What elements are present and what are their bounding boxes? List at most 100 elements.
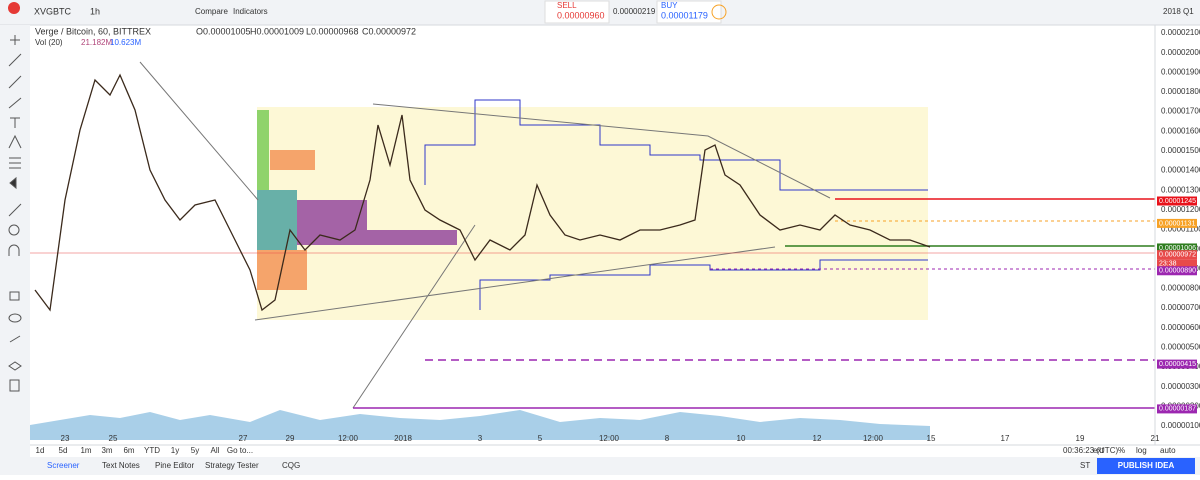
- price-label: 0.00000600: [1161, 323, 1200, 332]
- time-label: 12:00: [863, 434, 884, 443]
- legend-open: O0.00001005: [196, 26, 251, 36]
- range-button[interactable]: 1y: [171, 446, 179, 455]
- volume-name: Vol (20): [35, 38, 63, 47]
- price-label: 0.00001200: [1161, 205, 1200, 214]
- range-button[interactable]: 5y: [191, 446, 199, 455]
- axis-option[interactable]: %: [1118, 446, 1125, 455]
- volume-area: [30, 410, 930, 440]
- volume-average: 10.623M: [110, 38, 141, 47]
- price-tag-label: 0.00001006: [1159, 245, 1196, 252]
- time-label: 15: [927, 434, 936, 443]
- bottom-tab[interactable]: Pine Editor: [155, 461, 194, 470]
- time-label: 29: [286, 434, 295, 443]
- time-label: 23: [61, 434, 70, 443]
- bottom-tab[interactable]: Text Notes: [102, 461, 140, 470]
- time-label: 12:00: [599, 434, 620, 443]
- range-button[interactable]: All: [211, 446, 220, 455]
- price-label: 0.00000700: [1161, 303, 1200, 312]
- time-label: 8: [665, 434, 670, 443]
- axis-option[interactable]: log: [1136, 446, 1147, 455]
- price-tag: [1157, 196, 1197, 206]
- price-tag: [1157, 359, 1197, 369]
- price-tag-label: 0.00000890: [1159, 268, 1196, 275]
- spread: 0.00000219: [613, 7, 656, 16]
- bottom-tab[interactable]: Screener: [47, 461, 80, 470]
- period[interactable]: 2018 Q1: [1163, 7, 1194, 16]
- time-label: 27: [239, 434, 248, 443]
- user[interactable]: ST: [1080, 461, 1090, 470]
- buy-label[interactable]: BUY: [661, 1, 678, 10]
- price-label: 0.00001900: [1161, 67, 1200, 76]
- bottom-bar: [0, 457, 1200, 475]
- price-tag: [1157, 250, 1197, 260]
- price-tag-label: 23:38: [1159, 260, 1177, 267]
- price-label: 0.00000100: [1161, 421, 1200, 430]
- price-tag: [1157, 259, 1197, 269]
- legend-high: H0.00001009: [250, 26, 304, 36]
- volume-profile-zone: [257, 107, 928, 320]
- range-button[interactable]: 1m: [80, 446, 91, 455]
- legend-close: C0.00000972: [362, 26, 416, 36]
- time-label: 17: [1001, 434, 1010, 443]
- time-label: 5: [538, 434, 543, 443]
- price-tag: [1157, 404, 1197, 414]
- price-label: 0.00001600: [1161, 126, 1200, 135]
- sell-label[interactable]: SELL: [557, 1, 577, 10]
- price-label: 0.00001100: [1161, 225, 1200, 234]
- time-label: 21: [1151, 434, 1160, 443]
- left-toolbar: [0, 25, 30, 457]
- volume-value: 21.182M: [81, 38, 112, 47]
- time-label: 25: [109, 434, 118, 443]
- price-label: 0.00000500: [1161, 343, 1200, 352]
- volume-profile: [257, 110, 457, 290]
- indicators-button[interactable]: Indicators: [233, 7, 268, 16]
- price-tag-label: 0.00001245: [1159, 198, 1196, 205]
- legend-low: L0.00000968: [306, 26, 359, 36]
- price-tag-label: 0.00001131: [1159, 220, 1196, 227]
- axis-option[interactable]: auto: [1160, 446, 1176, 455]
- time-label: 10: [737, 434, 746, 443]
- drawing-tools[interactable]: [8, 35, 22, 392]
- price-label: 0.00000300: [1161, 382, 1200, 391]
- interval[interactable]: 1h: [90, 6, 100, 16]
- price-label: 0.00001500: [1161, 146, 1200, 155]
- price-tag: [1157, 243, 1197, 253]
- price-label: 0.00001300: [1161, 185, 1200, 194]
- price-path: [34, 73, 931, 312]
- price-label: 0.00002000: [1161, 48, 1200, 57]
- symbol[interactable]: XVGBTC: [34, 6, 72, 16]
- bottom-tab[interactable]: Strategy Tester: [205, 461, 259, 470]
- sell-price[interactable]: 0.00000960: [557, 10, 605, 20]
- range-button[interactable]: 1d: [36, 446, 45, 455]
- publish-button[interactable]: [1097, 458, 1195, 474]
- time-label: 19: [1076, 434, 1085, 443]
- range-button[interactable]: 6m: [123, 446, 134, 455]
- compare-button[interactable]: Compare: [195, 7, 228, 16]
- clock: 00:36:23 (UTC): [1063, 446, 1118, 455]
- buy-price[interactable]: 0.00001179: [661, 10, 708, 20]
- range-button[interactable]: Go to...: [227, 446, 253, 455]
- time-label: 3: [478, 434, 483, 443]
- range-button[interactable]: 5d: [59, 446, 68, 455]
- price-tag-label: 0.00000972: [1159, 251, 1196, 258]
- bottom-tab[interactable]: CQG: [282, 461, 300, 470]
- price-tag-label: 0.00000187: [1159, 406, 1196, 413]
- publish-label[interactable]: PUBLISH IDEA: [1118, 461, 1175, 470]
- price-tag: [1157, 218, 1197, 228]
- price-tag-label: 0.00000415: [1159, 361, 1196, 368]
- price-label: 0.00001700: [1161, 107, 1200, 116]
- time-label: 12: [813, 434, 822, 443]
- axis-option[interactable]: ext: [1093, 446, 1104, 455]
- range-button[interactable]: 3m: [101, 446, 112, 455]
- legend-title: Verge / Bitcoin, 60, BITTREX: [35, 26, 151, 36]
- price-label: 0.00001800: [1161, 87, 1200, 96]
- price-tag: [1157, 266, 1197, 276]
- price-label: 0.00002100: [1161, 28, 1200, 37]
- time-label: 2018: [394, 434, 412, 443]
- range-button[interactable]: YTD: [144, 446, 160, 455]
- price-label: 0.00000800: [1161, 284, 1200, 293]
- time-label: 12:00: [338, 434, 359, 443]
- annotations: [30, 61, 1155, 409]
- price-label: 0.00001400: [1161, 166, 1200, 175]
